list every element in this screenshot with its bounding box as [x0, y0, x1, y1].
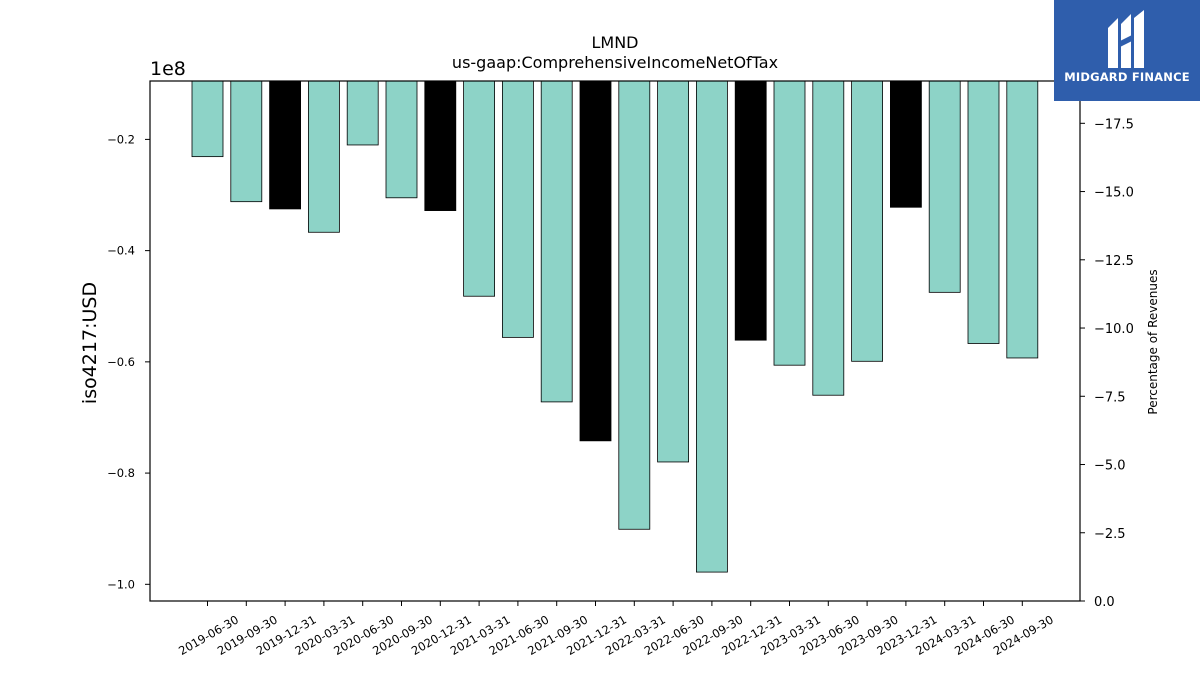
bar-2021-12-31 [579, 80, 612, 442]
bar-2020-03-31 [307, 80, 340, 233]
plot-frame [149, 80, 1081, 602]
y2-tick-label: −17.5 [1094, 117, 1134, 132]
y2-tick-label: −15.0 [1094, 186, 1134, 201]
bar-2021-03-31 [463, 80, 496, 297]
bar-2022-03-31 [618, 80, 651, 530]
bar-2022-06-30 [657, 80, 689, 463]
bar-2024-09-30 [1006, 80, 1039, 359]
chart-title: LMND [591, 33, 638, 52]
bar-2021-09-30 [540, 80, 573, 403]
bar-2020-12-31 [424, 80, 457, 211]
y2-tick-label: −12.5 [1094, 254, 1134, 269]
y2-tick-label: −2.5 [1094, 527, 1126, 542]
bar-2023-06-30 [812, 80, 845, 396]
y2-axis-label: Percentage of Revenues [1146, 269, 1160, 414]
y-tick-label: −0.6 [107, 355, 135, 369]
y-tick-label: −0.8 [107, 466, 135, 480]
y-tick-label: −0.2 [107, 132, 135, 146]
midgard-finance-logo: MIDGARD FINANCE [1054, 0, 1200, 101]
bar-2023-09-30 [851, 80, 883, 362]
y2-tick-label: −5.0 [1094, 459, 1126, 474]
y-offset-label: 1e8 [150, 58, 186, 80]
bar-2022-09-30 [696, 80, 728, 573]
chart-subtitle: us-gaap:ComprehensiveIncomeNetOfTax [452, 53, 778, 72]
y2-tick-label: 0.0 [1094, 595, 1115, 610]
y2-tick-label: −10.0 [1094, 322, 1134, 337]
y-tick-label: −0.4 [107, 244, 135, 258]
bar-2024-06-30 [967, 80, 1000, 344]
y-axis-label: iso4217:USD [79, 282, 101, 404]
bar-2024-03-31 [928, 80, 961, 293]
bar-2021-06-30 [501, 80, 534, 338]
bar-2019-09-30 [230, 80, 263, 203]
midgard-logo-icon [1108, 10, 1144, 68]
logo-text: MIDGARD FINANCE [1064, 70, 1190, 84]
bar-2023-12-31 [890, 80, 922, 208]
bar-2020-06-30 [346, 80, 379, 146]
y2-tick-label: −7.5 [1094, 390, 1126, 405]
bar-2022-12-31 [734, 80, 767, 341]
y-tick-label: −1.0 [107, 577, 135, 591]
bar-2020-09-30 [385, 80, 418, 199]
bar-2019-12-31 [269, 80, 302, 210]
bars-group [191, 80, 1039, 573]
bar-2019-06-30 [191, 80, 224, 158]
bar-2023-03-31 [773, 80, 806, 366]
